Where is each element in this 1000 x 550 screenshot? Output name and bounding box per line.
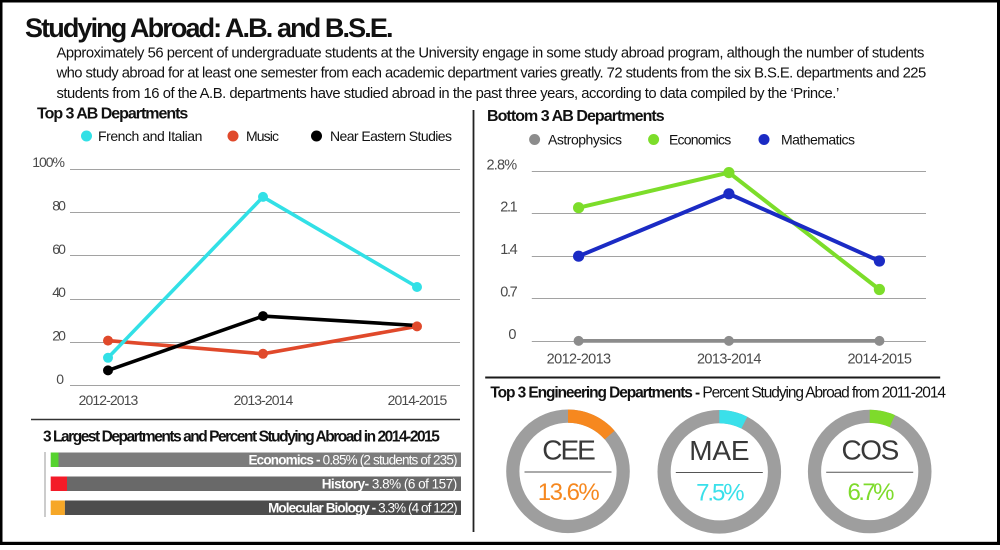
svg-text:2.8%: 2.8%: [486, 157, 517, 173]
svg-text:2013-2014: 2013-2014: [234, 392, 294, 408]
svg-text:COS: COS: [842, 435, 899, 466]
svg-text:Studying Abroad: A.B. and B.S.: Studying Abroad: A.B. and B.S.E.: [25, 13, 392, 43]
svg-text:Bottom 3 AB Departments: Bottom 3 AB Departments: [487, 108, 665, 125]
svg-text:2.1: 2.1: [500, 200, 517, 216]
svg-text:0: 0: [508, 327, 516, 343]
svg-text:1.4: 1.4: [500, 242, 517, 258]
svg-text:7.5%: 7.5%: [696, 480, 744, 507]
svg-text:2012-2013: 2012-2013: [79, 392, 139, 408]
svg-text:100%: 100%: [32, 154, 64, 170]
svg-text:Economics: Economics: [669, 132, 731, 148]
svg-text:2014-2015: 2014-2015: [847, 352, 911, 368]
svg-text:Music: Music: [246, 128, 279, 144]
svg-text:3 Largest Departments and Perc: 3 Largest Departments and Percent Studyi…: [43, 429, 440, 446]
svg-text:2013-2014: 2013-2014: [697, 352, 761, 368]
svg-text:Mathematics: Mathematics: [781, 132, 855, 148]
svg-text:students from 16 of the A.B. d: students from 16 of the A.B. departments…: [57, 86, 839, 102]
svg-text:Molecular Biology - 3.3% (4 of: Molecular Biology - 3.3% (4 of 122): [268, 500, 457, 515]
svg-text:Approximately 56 percent of un: Approximately 56 percent of undergraduat…: [57, 46, 925, 62]
svg-text:13.6%: 13.6%: [538, 479, 600, 506]
svg-text:2014-2015: 2014-2015: [388, 392, 448, 408]
svg-text:who study abroad for at least: who study abroad for at least one semest…: [56, 66, 926, 82]
svg-text:French and Italian: French and Italian: [98, 128, 202, 144]
svg-text:6.7%: 6.7%: [848, 479, 895, 506]
svg-text:Near Eastern Studies: Near Eastern Studies: [330, 128, 452, 144]
svg-text:MAE: MAE: [689, 435, 749, 466]
svg-text:Astrophysics: Astrophysics: [548, 132, 622, 148]
svg-text:CEE: CEE: [542, 435, 595, 466]
svg-text:2012-2013: 2012-2013: [547, 352, 611, 368]
svg-text:0.7: 0.7: [500, 285, 517, 301]
svg-text:0: 0: [56, 371, 64, 387]
svg-text:Top 3 AB Departments: Top 3 AB Departments: [37, 106, 188, 123]
svg-text:Top 3 Engineering Departments: Top 3 Engineering Departments - Percent …: [490, 385, 946, 402]
svg-text:History- 3.8% (6 of 157): History- 3.8% (6 of 157): [322, 476, 457, 491]
svg-text:Economics - 0.85% (2 students: Economics - 0.85% (2 students of 235): [249, 452, 458, 467]
